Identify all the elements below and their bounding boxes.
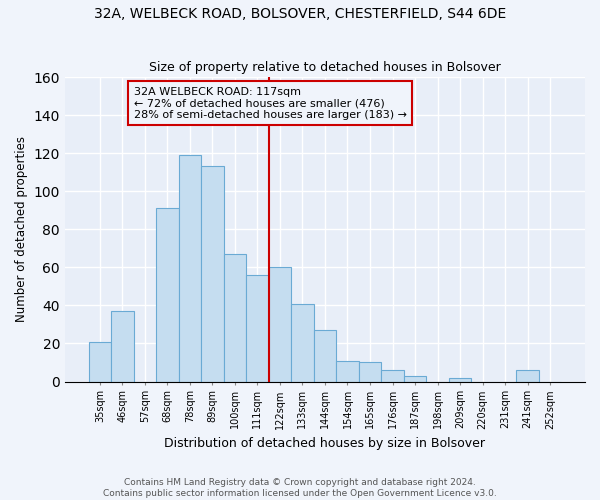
Bar: [359, 362, 381, 382]
Bar: [336, 360, 359, 382]
Y-axis label: Number of detached properties: Number of detached properties: [15, 136, 28, 322]
Text: Contains HM Land Registry data © Crown copyright and database right 2024.
Contai: Contains HM Land Registry data © Crown c…: [103, 478, 497, 498]
X-axis label: Distribution of detached houses by size in Bolsover: Distribution of detached houses by size …: [164, 437, 485, 450]
Bar: [179, 155, 201, 382]
Bar: [201, 166, 224, 382]
Bar: [381, 370, 404, 382]
Title: Size of property relative to detached houses in Bolsover: Size of property relative to detached ho…: [149, 62, 501, 74]
Bar: [314, 330, 336, 382]
Bar: [404, 376, 426, 382]
Bar: [156, 208, 179, 382]
Bar: [291, 304, 314, 382]
Bar: [111, 311, 134, 382]
Text: 32A, WELBECK ROAD, BOLSOVER, CHESTERFIELD, S44 6DE: 32A, WELBECK ROAD, BOLSOVER, CHESTERFIEL…: [94, 8, 506, 22]
Bar: [517, 370, 539, 382]
Bar: [269, 268, 291, 382]
Bar: [449, 378, 472, 382]
Text: 32A WELBECK ROAD: 117sqm
← 72% of detached houses are smaller (476)
28% of semi-: 32A WELBECK ROAD: 117sqm ← 72% of detach…: [134, 86, 407, 120]
Bar: [89, 342, 111, 382]
Bar: [246, 275, 269, 382]
Bar: [224, 254, 246, 382]
